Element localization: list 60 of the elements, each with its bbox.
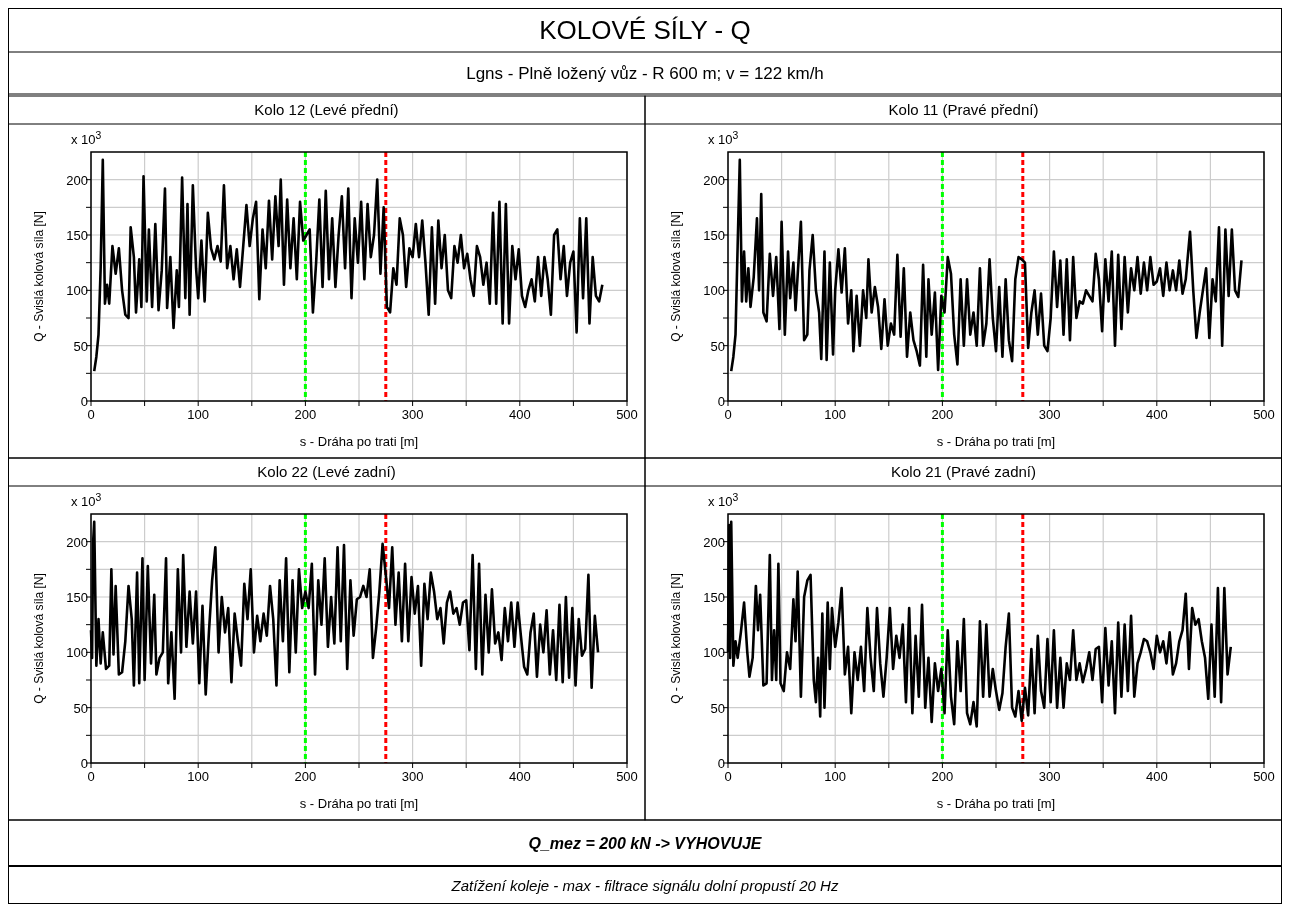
y-tick-label: 100 — [703, 283, 725, 299]
y-tick-label: 150 — [66, 590, 88, 605]
y-tick-label: 0 — [80, 394, 88, 409]
y-tick-label: 50 — [73, 338, 88, 354]
y-tick-label: 100 — [66, 645, 88, 661]
chart-title: Kolo 21 (Pravé zadní) — [890, 463, 1037, 480]
x-tick-label: 200 — [931, 407, 954, 422]
x-tick-label: 400 — [508, 769, 531, 784]
chart-title: Kolo 11 (Pravé přední) — [888, 101, 1039, 118]
x-tick-label: 500 — [1253, 769, 1275, 784]
y-tick-label: 50 — [73, 700, 88, 716]
x-tick-label: 200 — [931, 769, 954, 784]
y-tick-label: 0 — [80, 756, 88, 771]
x-tick-label: 500 — [616, 769, 638, 784]
x-axis-title: s - Dráha po trati [m] — [299, 796, 419, 811]
text: Lgns - Plně ložený vůz - R 600 m; v = 122 km/h — [466, 64, 824, 83]
x-tick-label: 300 — [401, 769, 424, 784]
x-tick-label: 400 — [1145, 407, 1168, 422]
x-axis-title: s - Dráha po trati [m] — [299, 434, 419, 449]
x-tick-label: 200 — [294, 407, 317, 422]
chart-title: Kolo 22 (Levé zadní) — [257, 463, 396, 480]
x-axis-title: s - Dráha po trati [m] — [936, 434, 1056, 449]
x-tick-label: 500 — [1253, 407, 1275, 422]
y-tick-label: 150 — [703, 228, 725, 243]
chart-title: Kolo 12 (Levé přední) — [254, 101, 399, 118]
y-tick-label: 200 — [66, 172, 88, 188]
y-axis-title: Q - Svislá kolová síla [N] — [32, 211, 46, 342]
x-tick-label: 200 — [294, 769, 317, 784]
y-tick-label: 200 — [703, 172, 725, 188]
y-tick-label: 0 — [717, 394, 725, 409]
x-axis-title: s - Dráha po trati [m] — [936, 796, 1056, 811]
x-tick-label: 300 — [401, 407, 424, 422]
text: x 10$^{3}$ — [708, 491, 739, 509]
text: Zatížení koleje - max - filtrace signálu dolní propustí 20 Hz — [450, 877, 839, 894]
y-axis-title: Q - Svislá kolová síla [N] — [669, 573, 683, 704]
text: x 10$^{3}$ — [71, 491, 102, 509]
y-tick-label: 200 — [66, 534, 88, 550]
y-axis-title: Q - Svislá kolová síla [N] — [669, 211, 683, 342]
x-tick-label: 100 — [824, 407, 847, 422]
y-tick-label: 150 — [703, 590, 725, 605]
y-tick-label: 0 — [717, 756, 725, 771]
text: Q_mez = 200 kN -> VYHOVUJE — [528, 835, 763, 852]
x-tick-label: 500 — [616, 407, 638, 422]
x-tick-label: 400 — [508, 407, 531, 422]
y-tick-label: 50 — [710, 700, 725, 716]
y-tick-label: 150 — [66, 228, 88, 243]
y-tick-label: 100 — [66, 283, 88, 299]
x-tick-label: 100 — [187, 769, 210, 784]
y-tick-label: 200 — [703, 534, 725, 550]
x-tick-label: 400 — [1145, 769, 1168, 784]
text: x 10$^{3}$ — [71, 129, 102, 147]
x-tick-label: 100 — [187, 407, 210, 422]
text: KOLOVÉ SÍLY - Q — [539, 15, 751, 45]
text: x 10$^{3}$ — [708, 129, 739, 147]
x-tick-label: 100 — [824, 769, 847, 784]
x-tick-label: 300 — [1038, 769, 1061, 784]
y-axis-title: Q - Svislá kolová síla [N] — [32, 573, 46, 704]
y-tick-label: 100 — [703, 645, 725, 661]
x-tick-label: 300 — [1038, 407, 1061, 422]
y-tick-label: 50 — [710, 338, 725, 354]
